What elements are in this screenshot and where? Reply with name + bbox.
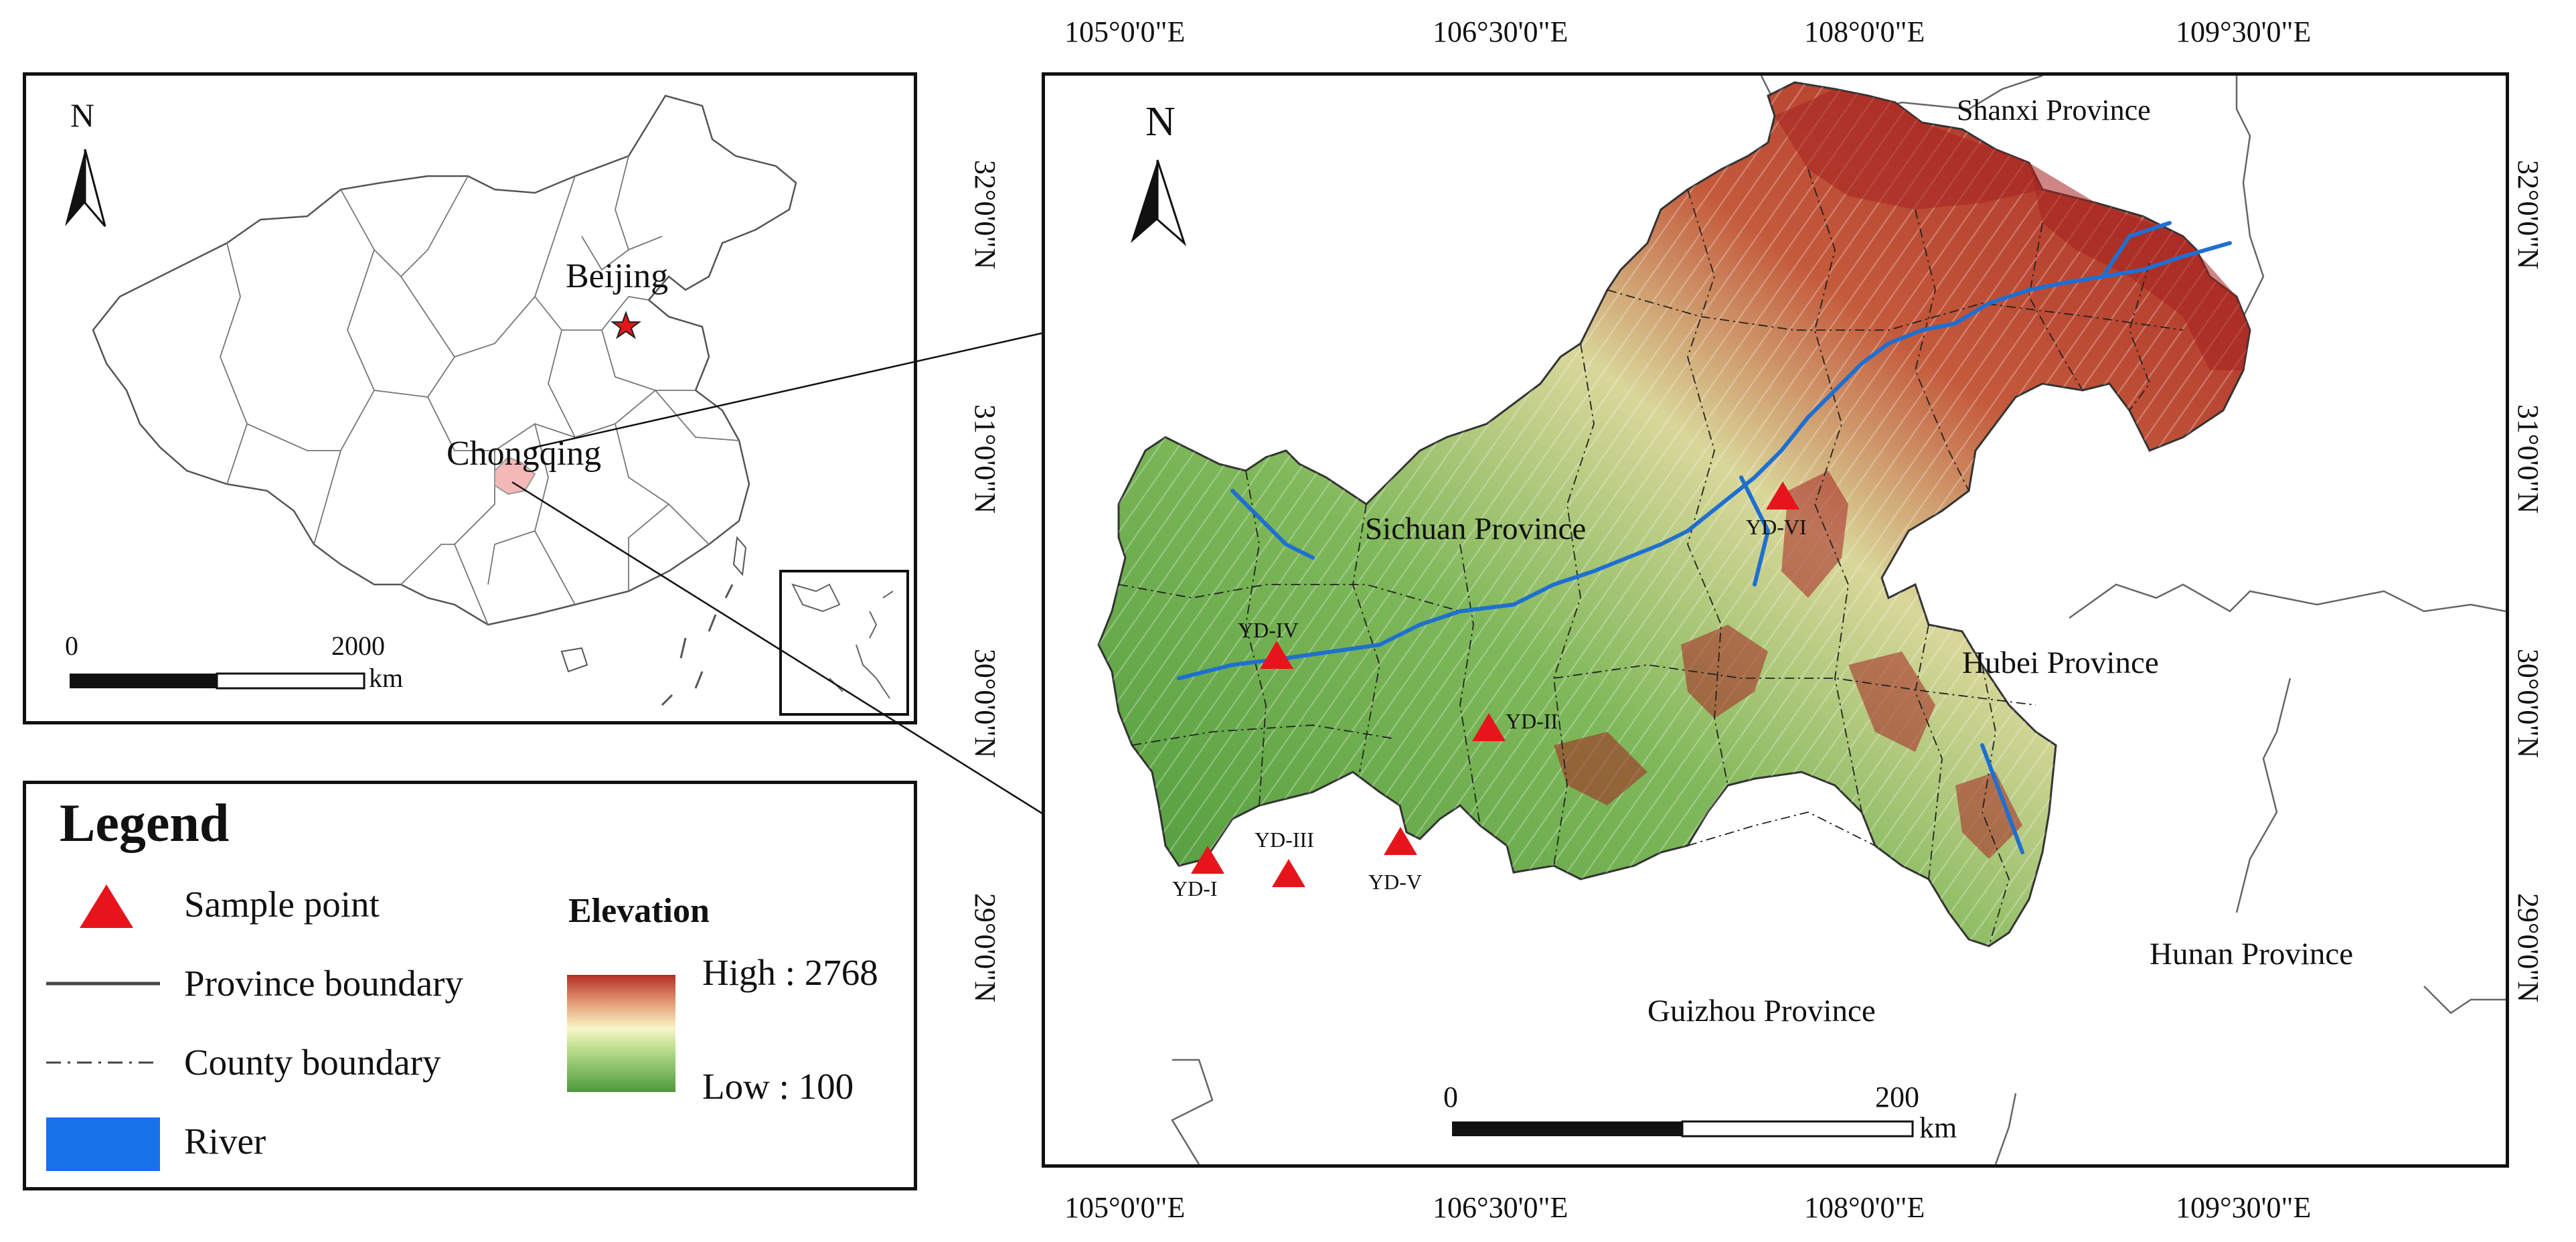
elevation-title: Elevation xyxy=(568,892,710,930)
main-scale-end: 200 xyxy=(1875,1081,1919,1113)
south-china-sea-inset xyxy=(779,570,909,716)
inset-north-label: N xyxy=(70,96,95,134)
inset-scale-start: 0 xyxy=(65,631,78,661)
taiwan-island xyxy=(732,536,747,576)
top-tick-3: 108°0'0"E xyxy=(1804,15,1925,48)
inset-scale-white xyxy=(216,672,366,690)
sample-point-yd-ii xyxy=(1472,713,1506,741)
bottom-tick-1: 105°0'0"E xyxy=(1064,1191,1186,1224)
right-tick-2: 31°0'0"N xyxy=(2512,404,2545,514)
left-tick-3: 30°0'0"N xyxy=(969,648,1002,759)
nine-dash-line xyxy=(661,584,734,706)
top-tick-4: 109°30'0"E xyxy=(2176,15,2312,48)
top-tick-1: 105°0'0"E xyxy=(1064,15,1186,48)
right-tick-1: 32°0'0"N xyxy=(2512,159,2545,270)
label-hubei: Hubei Province xyxy=(1962,645,2159,680)
county-boundaries xyxy=(1118,169,2184,947)
legend-province-boundary: Province boundary xyxy=(184,963,463,1004)
label-guizhou: Guizhou Province xyxy=(1647,994,1876,1028)
bottom-tick-3: 108°0'0"E xyxy=(1804,1191,1925,1224)
legend-county-boundary: County boundary xyxy=(184,1042,441,1083)
left-tick-4: 29°0'0"N xyxy=(969,892,1002,1003)
chongqing-main-map: N Shanxi Province Sichuan Province Hubei… xyxy=(1042,72,2509,1168)
top-tick-2: 106°30'0"E xyxy=(1433,15,1568,48)
sample-label-yd-v: YD-V xyxy=(1368,870,1422,894)
terrain-ridges xyxy=(1099,82,2250,946)
main-scale-start: 0 xyxy=(1443,1081,1458,1113)
inset-north-arrow-icon xyxy=(65,149,106,227)
label-sichuan: Sichuan Province xyxy=(1365,512,1587,546)
sample-point-yd-vi xyxy=(1766,481,1799,510)
inset-scale-unit: km xyxy=(369,663,404,693)
label-shanxi: Shanxi Province xyxy=(1957,94,2151,127)
sample-point-markers xyxy=(1191,481,1799,887)
sample-label-yd-vi: YD-VI xyxy=(1746,515,1807,539)
main-north-arrow-icon xyxy=(1131,159,1187,246)
china-outline xyxy=(92,94,797,626)
elevation-low-label: Low : 100 xyxy=(702,1066,854,1107)
left-tick-2: 31°0'0"N xyxy=(969,404,1002,514)
sample-label-yd-ii: YD-II xyxy=(1506,709,1558,733)
sample-label-yd-iv: YD-IV xyxy=(1238,618,1299,642)
sample-point-icon xyxy=(80,884,133,928)
label-hunan: Hunan Province xyxy=(2150,937,2354,972)
right-tick-3: 30°0'0"N xyxy=(2512,648,2545,759)
right-tick-4: 29°0'0"N xyxy=(2512,892,2545,1003)
bottom-tick-4: 109°30'0"E xyxy=(2176,1191,2312,1224)
sample-label-yd-i: YD-I xyxy=(1172,876,1218,901)
legend-river: River xyxy=(184,1121,266,1162)
rivers xyxy=(1177,221,2232,854)
sample-point-yd-iii xyxy=(1272,859,1305,887)
legend-panel: Legend Sample point Province boundary Co… xyxy=(23,781,917,1190)
chongqing-label: Chongqing xyxy=(447,435,602,473)
hainan-island xyxy=(560,647,588,673)
elevation-color-ramp xyxy=(567,975,675,1092)
river-symbol xyxy=(46,1117,160,1171)
sample-label-yd-iii: YD-III xyxy=(1255,828,1314,852)
highland-patches xyxy=(1554,89,2250,859)
sample-point-yd-v xyxy=(1384,827,1417,855)
china-outline-svg xyxy=(65,94,909,716)
inset-scale-black xyxy=(70,674,217,688)
elevation-high-label: High : 2768 xyxy=(702,952,878,993)
bottom-tick-2: 106°30'0"E xyxy=(1433,1191,1568,1224)
china-inset-map: N Beijing Chongqing 0 2000 km xyxy=(23,72,917,724)
beijing-label: Beijing xyxy=(566,257,669,295)
sample-point-yd-i xyxy=(1191,846,1224,874)
main-scale-black xyxy=(1452,1121,1682,1136)
inset-scale-end: 2000 xyxy=(331,631,385,661)
main-map-svg xyxy=(1097,76,2506,1164)
main-north-label: N xyxy=(1145,99,1176,145)
sample-point-yd-iv xyxy=(1260,641,1293,669)
main-scale-unit: km xyxy=(1919,1111,1957,1144)
left-tick-1: 32°0'0"N xyxy=(969,159,1002,270)
main-scale-white xyxy=(1681,1120,1914,1138)
legend-symbols xyxy=(46,884,160,1171)
legend-title: Legend xyxy=(60,794,230,853)
legend-sample-point: Sample point xyxy=(184,884,380,925)
